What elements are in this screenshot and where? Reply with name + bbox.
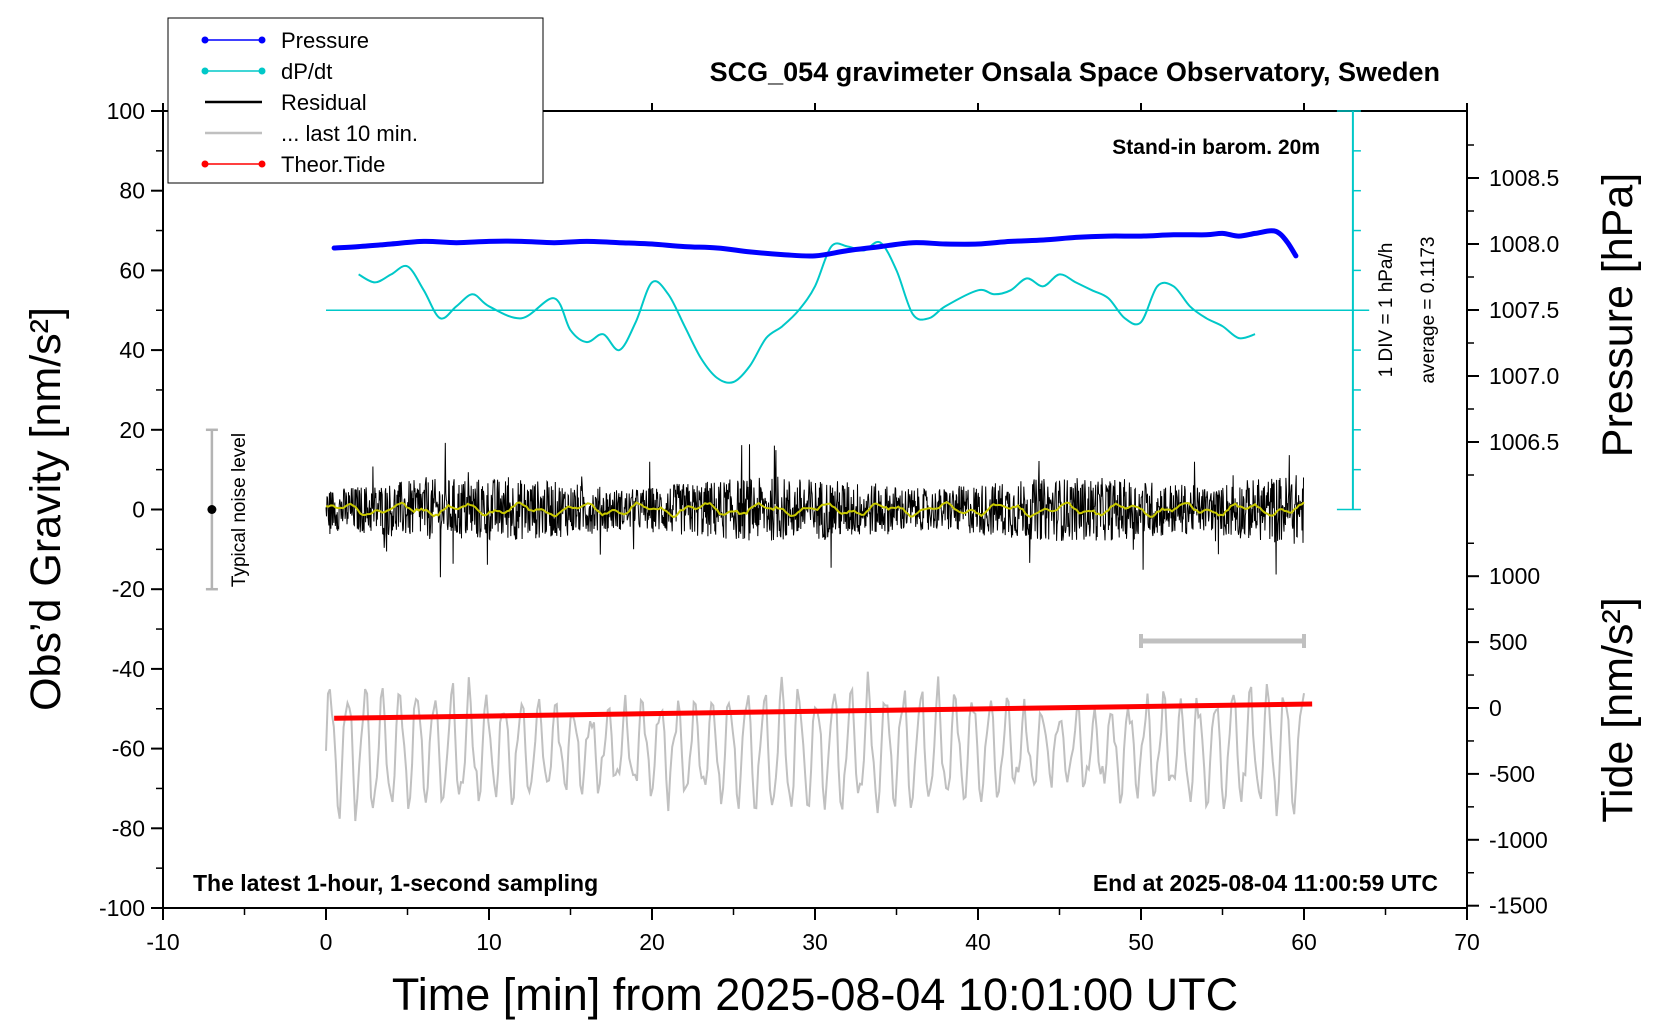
pressure-line: [331, 228, 1299, 259]
tide-line: [334, 701, 1313, 721]
legend-marker: [201, 67, 209, 75]
tide-tick-label: 0: [1489, 695, 1502, 721]
tide-tick-label: 1000: [1489, 563, 1540, 589]
pressure-layer: [331, 228, 1299, 259]
x-tick-label: 70: [1454, 929, 1480, 955]
residual-line: [325, 442, 1304, 578]
barometer-note: Stand-in barom. 20m: [1112, 136, 1320, 159]
x-tick-label: 50: [1128, 929, 1154, 955]
noise-level-dot: [207, 505, 217, 514]
tide-tick-label: -1500: [1489, 893, 1548, 919]
x-axis: -10 0 10 20 30 40 50 60 70: [146, 103, 1480, 955]
y-tick-label: -80: [112, 815, 145, 841]
tide-layer: [334, 701, 1313, 721]
residual-layer: [325, 442, 1305, 578]
residual-smoothed-line: [325, 501, 1305, 519]
y-tick-label: -100: [99, 895, 145, 921]
y-tick-label: 0: [132, 497, 145, 523]
last-10-min-line: [325, 671, 1305, 822]
legend-marker: [201, 36, 209, 44]
noise-level-label: Typical noise level: [229, 433, 250, 587]
legend-marker: [258, 160, 266, 168]
x-tick-label: 30: [802, 929, 828, 955]
y-tick-label: -40: [112, 656, 145, 682]
pressure-tick-label: 1006.5: [1489, 429, 1559, 455]
legend-label: Pressure: [281, 28, 369, 53]
legend-label: dP/dt: [281, 59, 332, 84]
annotation-layer: [205, 110, 1370, 649]
pressure-tick-label: 1008.5: [1489, 165, 1559, 191]
dpdt-line: [358, 240, 1256, 384]
y-axis-tide: 1000 500 0 -500 -1000 -1500: [1467, 542, 1548, 919]
chart-title: SCG_054 gravimeter Onsala Space Observat…: [710, 57, 1440, 87]
legend-marker: [258, 67, 266, 75]
x-tick-label: 10: [476, 929, 502, 955]
x-tick-label: 0: [320, 929, 333, 955]
x-tick-label: 60: [1291, 929, 1317, 955]
pressure-tick-label: 1007.5: [1489, 297, 1559, 323]
x-tick-label: 40: [965, 929, 991, 955]
legend-label: ... last 10 min.: [281, 121, 418, 146]
bottom-right-note: End at 2025-08-04 11:00:59 UTC: [1093, 870, 1438, 896]
x-tick-label: -10: [146, 929, 179, 955]
y-tick-label: -60: [112, 736, 145, 762]
bottom-left-note: The latest 1-hour, 1-second sampling: [193, 870, 598, 896]
legend-marker: [201, 160, 209, 168]
y-tick-label: -20: [112, 576, 145, 602]
y-tick-label: 60: [119, 257, 145, 283]
pressure-tick-label: 1008.0: [1489, 231, 1559, 257]
x-tick-label: 20: [639, 929, 665, 955]
legend: Pressure dP/dt Residual ... last 10 min. The…: [167, 17, 544, 184]
y-axis-pressure: 1008.5 1008.0 1007.5 1007.0 1006.5: [1467, 144, 1559, 476]
y-axis-label-gravity: Obs’d Gravity [nm/s²]: [22, 307, 70, 711]
y-tick-label: 100: [107, 98, 145, 124]
average-note: average = 0.1173: [1418, 236, 1439, 383]
pressure-tick-label: 1007.0: [1489, 363, 1559, 389]
x-axis-label: Time [min] from 2025-08-04 10:01:00 UTC: [392, 969, 1238, 1020]
dpdt-layer: [358, 240, 1256, 384]
y-tick-label: 40: [119, 337, 145, 363]
tide-tick-label: 500: [1489, 629, 1527, 655]
y-axis-label-tide: Tide [nm/s²]: [1594, 597, 1642, 822]
legend-label: Residual: [281, 90, 367, 115]
last-10-min-layer: [325, 671, 1305, 822]
y-tick-label: 80: [119, 178, 145, 204]
legend-box: [167, 17, 544, 184]
tide-tick-label: -500: [1489, 761, 1535, 787]
y-axis-label-pressure: Pressure [hPa]: [1594, 173, 1642, 457]
y-tick-label: 20: [119, 417, 145, 443]
legend-label: Theor.Tide: [281, 152, 385, 177]
y-axis-gravity: 100 80 60 40 20 0 -20 -40 -60 -80 -100: [99, 98, 163, 921]
tide-tick-label: -1000: [1489, 827, 1548, 853]
div-note: 1 DIV = 1 hPa/h: [1376, 243, 1397, 378]
legend-marker: [258, 36, 266, 44]
